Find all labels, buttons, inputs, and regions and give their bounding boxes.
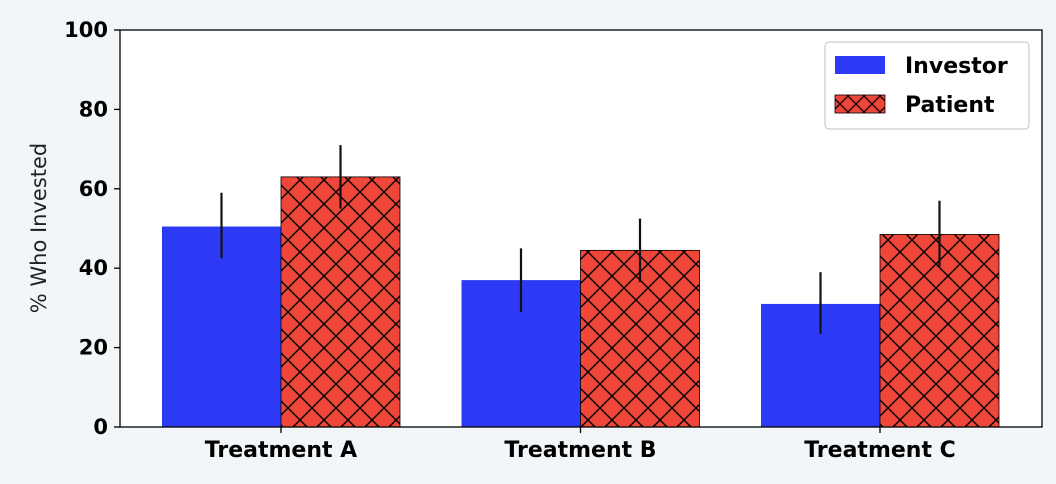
legend-label-patient: Patient: [905, 93, 995, 118]
x-tick-label: Treatment A: [205, 438, 357, 463]
x-tick-label: Treatment B: [504, 438, 656, 463]
y-tick-label: 60: [79, 177, 108, 201]
legend-swatch-patient: [834, 94, 886, 114]
y-tick-label: 20: [79, 336, 108, 360]
y-axis-title: % Who Invested: [27, 143, 51, 314]
x-tick-label: Treatment C: [804, 438, 956, 463]
y-tick-label: 100: [64, 18, 108, 42]
bar-investor-1: [162, 226, 281, 427]
x-axis: Treatment A Treatment B Treatment C: [205, 427, 956, 463]
error-bars-layer: [220, 145, 941, 334]
y-tick-label: 80: [79, 97, 108, 121]
legend: Investor Patient: [824, 41, 1030, 130]
legend-swatch-investor: [835, 56, 885, 74]
y-axis: 0 20 40 60 80 100: [64, 18, 120, 439]
y-tick-label: 40: [79, 256, 108, 280]
bar-patient-1: [280, 176, 401, 428]
y-tick-label: 0: [93, 415, 108, 439]
bars-layer: [162, 176, 1000, 428]
legend-label-investor: Investor: [905, 54, 1008, 79]
